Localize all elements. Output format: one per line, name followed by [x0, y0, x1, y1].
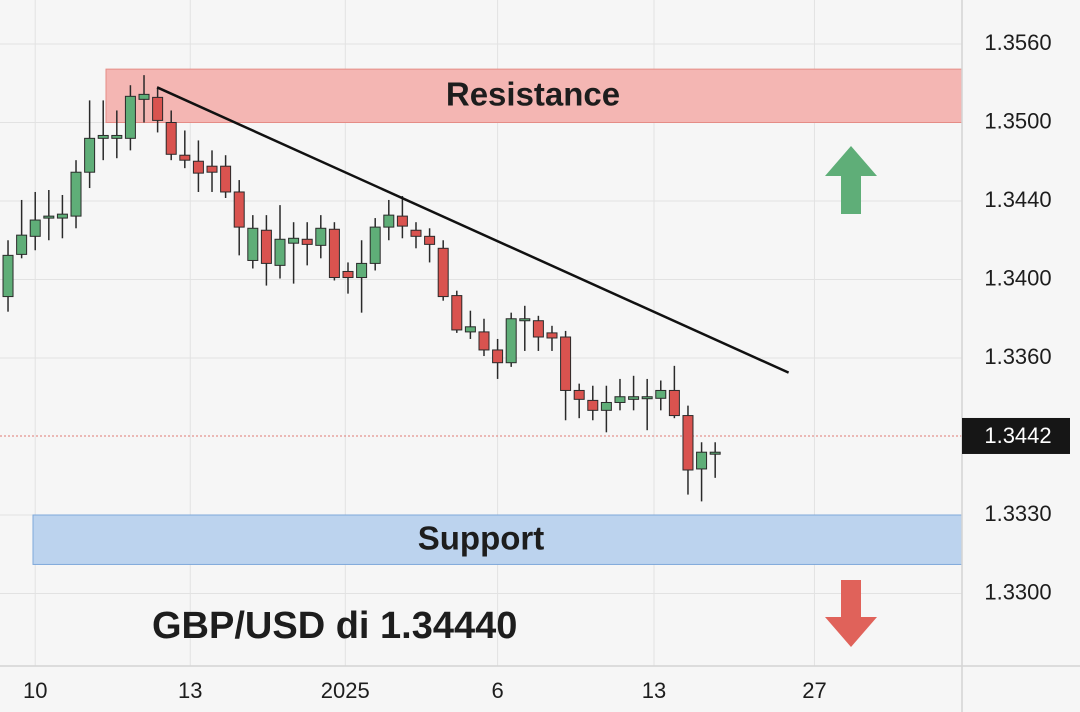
candle-body: [342, 270, 354, 279]
candle-body: [696, 451, 708, 470]
candle-body: [29, 219, 41, 237]
candle-body: [628, 396, 640, 400]
y-tick-label: 1.3330: [984, 501, 1051, 526]
up-arrow: [825, 146, 877, 214]
candle-body: [573, 389, 585, 400]
zone-label: Support: [418, 519, 544, 556]
y-tick-label: 1.3560: [984, 30, 1051, 55]
candle-body: [220, 165, 232, 193]
annotation-layer: Resistance Support: [156, 76, 790, 556]
zone: [105, 68, 963, 124]
candle-body: [260, 229, 272, 264]
candle-body: [655, 389, 667, 399]
candle-body: [138, 93, 150, 100]
y-tick-label: 1.3440: [984, 187, 1051, 212]
price-tag: 1.3442: [984, 423, 1051, 448]
candle-body: [301, 238, 313, 245]
candle-body: [546, 332, 558, 339]
candle-body: [288, 237, 300, 244]
x-tick-label: 13: [178, 678, 202, 703]
candle-body: [410, 229, 422, 237]
price-tag-box: [962, 417, 1070, 454]
y-tick-label: 1.3360: [984, 344, 1051, 369]
candle-body: [505, 318, 517, 364]
candle-body: [43, 215, 55, 219]
candle-body: [587, 399, 599, 411]
candle-body: [84, 137, 96, 173]
candle-body: [682, 415, 694, 471]
candle-body: [519, 318, 531, 322]
trendline: [156, 86, 790, 374]
x-tick-label: 10: [23, 678, 47, 703]
candle-body: [97, 134, 109, 139]
candle-body: [274, 238, 286, 266]
candle-body: [424, 235, 436, 245]
candle-body: [328, 228, 340, 279]
candle-body: [56, 213, 68, 219]
candle-body: [492, 349, 504, 364]
candle-body: [641, 396, 653, 400]
candle-body: [152, 96, 164, 121]
candle-layer: [2, 75, 721, 502]
candle-body: [179, 154, 191, 161]
x-tick-label: 27: [802, 678, 826, 703]
candle-body: [600, 401, 612, 411]
candle-body: [192, 160, 204, 174]
candle-body: [206, 165, 218, 173]
candle-body: [614, 396, 626, 403]
y-tick-label: 1.3500: [984, 108, 1051, 133]
zone-layer: [0, 68, 963, 565]
candle-body: [16, 234, 28, 255]
candle-body: [668, 389, 680, 417]
candle-body: [369, 226, 381, 264]
y-tick-label: 1.3400: [984, 265, 1051, 290]
zone: [32, 514, 963, 565]
candle-body: [478, 331, 490, 351]
candle-body: [111, 134, 123, 139]
candle-body: [437, 247, 449, 298]
candle-body: [165, 122, 177, 155]
candle-body: [560, 336, 572, 391]
candle-body: [2, 254, 14, 298]
chart-title: GBP/USD di 1.34440: [152, 605, 517, 647]
x-tick-label: 2025: [321, 678, 370, 703]
candle-body: [315, 227, 327, 246]
candle-body: [709, 451, 721, 455]
candle-body: [233, 191, 245, 228]
down-arrow: [825, 580, 877, 647]
candle-body: [70, 171, 82, 217]
candle-body: [383, 214, 395, 228]
candle-body: [532, 320, 544, 338]
candle-body: [451, 295, 463, 331]
candle-body: [124, 95, 136, 139]
candle-body: [464, 326, 476, 333]
zone-label: Resistance: [446, 76, 620, 113]
y-tick-label: 1.3300: [984, 579, 1051, 604]
candle-body: [356, 262, 368, 279]
x-tick-label: 13: [642, 678, 666, 703]
x-tick-label: 6: [491, 678, 503, 703]
candle-body: [247, 227, 259, 261]
candle-body: [396, 215, 408, 227]
